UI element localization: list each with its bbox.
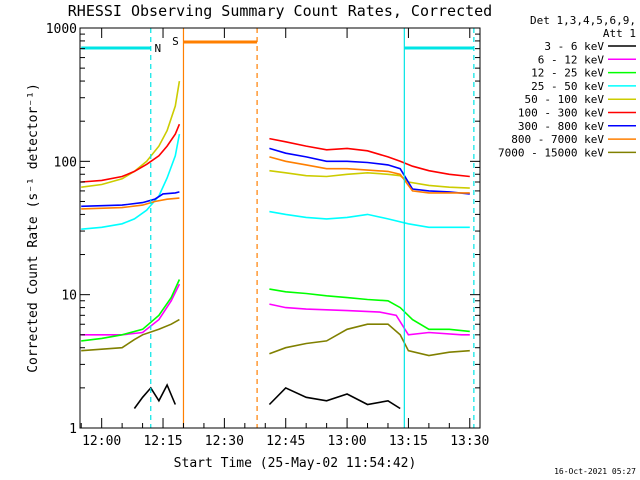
x-tick-label-7: 13:30 xyxy=(450,434,489,449)
series-line-1-post xyxy=(268,386,401,410)
x-tick-label-2: 12:15 xyxy=(143,434,182,449)
series-line-5-post xyxy=(269,169,470,189)
footer-timestamp: 16-Oct-2021 05:27 xyxy=(554,467,636,476)
legend-label-8: 800 - 7000 keV xyxy=(511,133,604,146)
series-line-8-post xyxy=(269,156,470,194)
series-line-4-pre xyxy=(81,133,181,230)
axes-layer: 12:00 12:15 12:30 12:45 13:00 13:15 13:30 1 10 10… xyxy=(46,22,490,449)
x-tick-label-6: 13:15 xyxy=(389,434,428,449)
series-line-9-post xyxy=(269,323,470,357)
x-tick-label-1: 12:00 xyxy=(82,434,121,449)
y-tick-label-1: 1 xyxy=(69,422,77,437)
y-tick-label-4: 1000 xyxy=(46,22,77,37)
legend-label-2: 6 - 12 keV xyxy=(538,53,605,66)
legend-label-5: 50 - 100 keV xyxy=(525,93,605,106)
x-tick-label-4: 12:45 xyxy=(266,434,305,449)
series-line-1-pre xyxy=(133,383,177,409)
saa-flag-label: S xyxy=(172,35,179,48)
series-line-7-post xyxy=(269,147,470,195)
y-axis-title: Corrected Count Rate (s⁻¹ detector⁻¹) xyxy=(26,83,41,373)
y-tick-label-2: 10 xyxy=(61,289,77,304)
x-axis-title: Start Time (25-May-02 11:54:42) xyxy=(174,456,417,471)
legend-label-7: 300 - 800 keV xyxy=(518,120,604,133)
series-line-2-post xyxy=(269,303,470,336)
flags-layer: NS xyxy=(81,35,474,55)
legend-label-1: 3 - 6 keV xyxy=(544,40,604,53)
series-line-7-pre xyxy=(81,191,180,208)
night-flag-label: N xyxy=(154,42,161,55)
series-line-6-pre xyxy=(81,123,181,183)
chart-title: RHESSI Observing Summary Count Rates, Co… xyxy=(68,2,492,20)
legend-header-line-2: Att 1 xyxy=(603,27,636,40)
y-tick-label-3: 100 xyxy=(54,155,77,170)
series-line-6-post xyxy=(269,137,470,178)
markers-layer xyxy=(150,28,475,428)
x-tick-label-3: 12:30 xyxy=(205,434,244,449)
series-layer xyxy=(81,80,470,410)
legend-header-line-1: Det 1,3,4,5,6,9, xyxy=(530,14,636,27)
series-line-9-pre xyxy=(81,318,180,352)
legend-label-3: 12 - 25 keV xyxy=(531,67,604,80)
series-line-3-pre xyxy=(81,279,181,342)
series-line-3-post xyxy=(269,288,470,333)
series-line-8-pre xyxy=(81,197,180,210)
legend-label-9: 7000 - 15000 keV xyxy=(498,146,604,159)
x-tick-label-5: 13:00 xyxy=(328,434,367,449)
plot-frame xyxy=(79,27,481,429)
legend-label-6: 100 - 300 keV xyxy=(518,107,604,120)
series-line-5-pre xyxy=(81,80,181,188)
series-line-4-post xyxy=(269,210,470,229)
legend-label-4: 25 - 50 keV xyxy=(531,80,604,93)
